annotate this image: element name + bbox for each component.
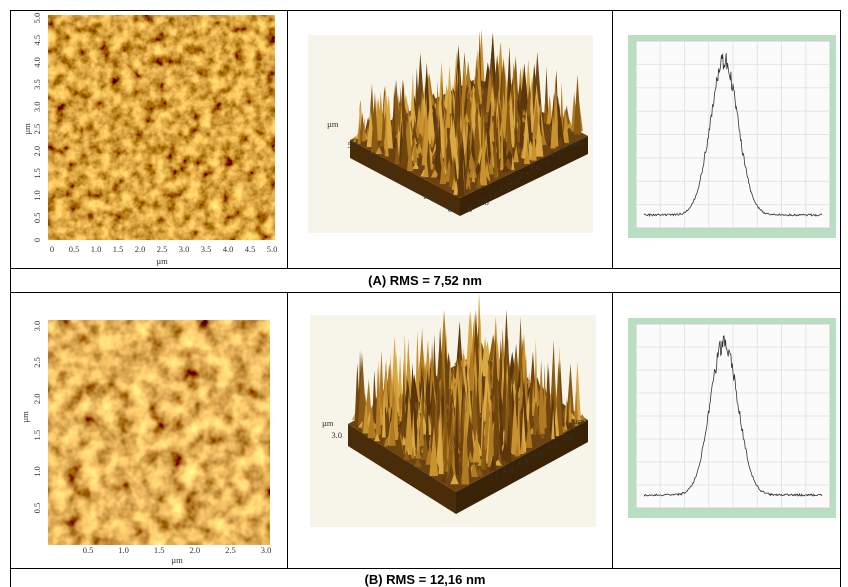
axis-tick-label: 2.0 [532, 448, 543, 458]
y-tick-label: 2.5 [32, 357, 42, 368]
axis-tick-label: 2.5 [519, 170, 530, 180]
axis-tick-label: 3.0 [385, 166, 396, 176]
axis-unit: µm [573, 416, 585, 426]
x-tick-label: 2.0 [189, 545, 200, 555]
x-tick-label: 4.0 [223, 244, 234, 254]
axis-tick-label: 1.0 [423, 191, 434, 201]
caption: (B) RMS = 12,16 nm [364, 572, 485, 587]
x-tick-label: 3.0 [179, 244, 190, 254]
x-tick-label: 2.5 [225, 545, 236, 555]
axis-tick-label: 4.0 [366, 153, 377, 163]
y-unit: µm [22, 123, 32, 135]
x-unit: µm [171, 555, 183, 565]
y-tick-label: 3.0 [32, 101, 42, 112]
x-tick-label: 1.0 [118, 545, 129, 555]
axis-tick-label: 2.5 [547, 440, 558, 450]
axis-tick-label: 2.0 [367, 447, 378, 457]
afm-2d-image [48, 15, 275, 240]
y-tick-label: 5.0 [32, 13, 42, 24]
y-tick-label: 2.5 [32, 124, 42, 135]
axis-tick-label: 3.0 [529, 163, 540, 173]
axis-tick-label: 4.5 [560, 142, 571, 152]
axis-tick-label: 0 [468, 204, 472, 214]
x-tick-label: 1.5 [113, 244, 124, 254]
y-tick-label: 0.5 [32, 503, 42, 514]
y-tick-label: 2.0 [32, 393, 42, 404]
axis-tick-label: 1.5 [384, 455, 395, 465]
x-tick-label: 5.0 [267, 244, 278, 254]
axis-tick-label: 3.0 [331, 430, 342, 440]
y-unit: µm [20, 411, 30, 423]
x-tick-label: 3.0 [261, 545, 272, 555]
x-unit: µm [156, 256, 168, 266]
x-tick-label: 1.5 [154, 545, 165, 555]
axis-tick-label: 0.5 [488, 472, 499, 482]
axis-tick-label: 1.5 [518, 456, 529, 466]
x-tick-label: 0.5 [69, 244, 80, 254]
axis-tick-label: 5.0 [347, 140, 358, 150]
y-tick-label: 1.0 [32, 190, 42, 201]
axis-unit: µm [322, 418, 334, 428]
axis-tick-label: 4.0 [550, 149, 561, 159]
axis-tick-label: 1.0 [488, 190, 499, 200]
axis-tick-label: 3.0 [562, 432, 573, 442]
y-tick-label: 0.5 [32, 212, 42, 223]
x-tick-label: 0.5 [83, 545, 94, 555]
axis-tick-label: 2.5 [349, 438, 360, 448]
x-tick-label: 0 [50, 244, 54, 254]
x-tick-label: 2.0 [135, 244, 146, 254]
x-tick-label: 1.0 [91, 244, 102, 254]
y-tick-label: 3.5 [32, 79, 42, 90]
y-tick-label: 1.5 [32, 168, 42, 179]
x-tick-label: 2.5 [157, 244, 168, 254]
y-tick-label: 4.0 [32, 57, 42, 68]
axis-tick-label: 1.0 [402, 464, 413, 474]
axis-unit: µm [327, 119, 339, 129]
axis-tick-label: 3.5 [540, 156, 551, 166]
x-tick-label: 4.5 [245, 244, 256, 254]
axis-tick-label: 2.0 [509, 176, 520, 186]
axis-tick-label: 0 [448, 204, 452, 214]
y-tick-label: 0 [32, 238, 42, 242]
figure: (A) RMS = 7,52 nm (B) RMS = 12,16 nm 0 0.… [0, 0, 848, 587]
afm-2d-image [48, 320, 270, 545]
axis-tick-label: 1.0 [503, 464, 514, 474]
y-tick-label: 4.5 [32, 35, 42, 46]
x-tick-label: 3.5 [201, 244, 212, 254]
y-tick-label: 3.0 [32, 321, 42, 332]
caption: (A) RMS = 7,52 nm [368, 273, 482, 288]
y-tick-label: 1.5 [32, 430, 42, 441]
axis-unit: µm [572, 138, 584, 148]
y-tick-label: 2.0 [32, 146, 42, 157]
axis-tick-label: 0.5 [478, 197, 489, 207]
axis-tick-label: 0.5 [419, 472, 430, 482]
axis-tick-label: 2.0 [404, 178, 415, 188]
y-tick-label: 1.0 [32, 466, 42, 477]
axis-tick-label: 1.5 [499, 183, 510, 193]
